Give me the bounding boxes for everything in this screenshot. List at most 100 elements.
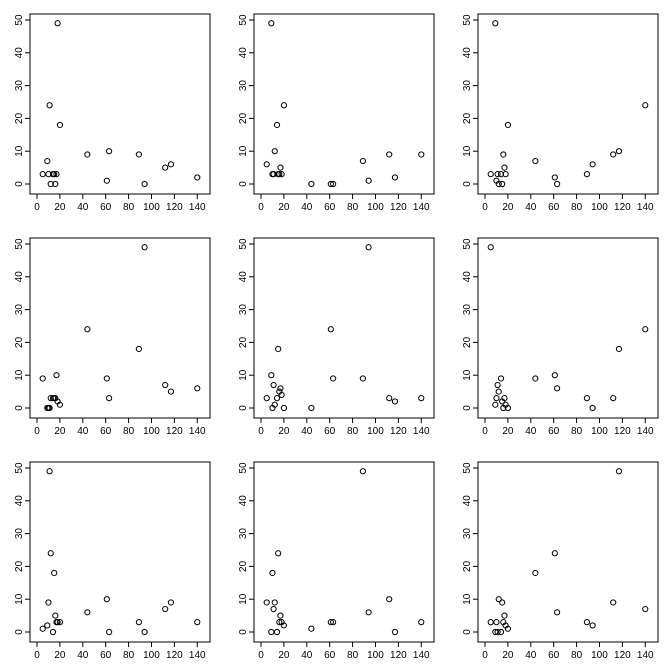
x-tick-label: 0 xyxy=(258,426,264,437)
data-point xyxy=(54,20,61,27)
data-point xyxy=(194,619,201,626)
data-point xyxy=(135,345,142,353)
data-point xyxy=(268,628,275,636)
x-axis: 0 20 40 60 80 100 120 140 xyxy=(482,194,654,213)
x-tick-label: 80 xyxy=(123,202,135,213)
x-tick-label: 140 xyxy=(637,426,654,437)
y-axis: 0 10 20 30 40 50 xyxy=(462,462,478,635)
x-tick-label: 60 xyxy=(100,202,112,213)
y-tick-label: 20 xyxy=(462,560,473,572)
data-point xyxy=(103,177,110,184)
y-tick-label: 30 xyxy=(462,528,473,540)
y-tick-label: 30 xyxy=(238,304,249,316)
data-point xyxy=(194,174,201,181)
data-points xyxy=(39,20,201,188)
x-tick-label: 0 xyxy=(482,202,488,213)
data-point xyxy=(44,157,51,165)
data-point xyxy=(327,326,334,333)
data-point xyxy=(615,468,623,475)
plot-frame xyxy=(477,461,659,643)
y-tick-label: 40 xyxy=(462,47,473,59)
x-tick-label: 120 xyxy=(614,202,631,213)
y-tick-label: 10 xyxy=(14,145,25,157)
data-point xyxy=(359,375,366,382)
data-point xyxy=(280,102,287,109)
data-point xyxy=(135,151,142,158)
x-tick-label: 100 xyxy=(143,426,160,437)
data-points xyxy=(263,244,425,412)
data-point xyxy=(52,612,59,619)
x-tick-label: 60 xyxy=(548,650,560,661)
data-point xyxy=(615,148,623,155)
data-point xyxy=(167,388,175,395)
x-tick-label: 100 xyxy=(591,650,608,661)
data-point xyxy=(46,468,53,475)
data-point xyxy=(277,385,284,392)
data-point xyxy=(52,180,59,188)
data-point xyxy=(365,609,372,616)
x-tick-label: 0 xyxy=(34,650,40,661)
y-tick-label: 50 xyxy=(462,14,473,26)
x-axis: 0 20 40 60 80 100 120 140 xyxy=(258,418,430,437)
x-tick-label: 100 xyxy=(143,202,160,213)
data-point xyxy=(610,599,617,606)
data-point xyxy=(308,625,315,632)
data-point xyxy=(167,599,175,606)
data-point xyxy=(308,404,315,412)
x-tick-label: 140 xyxy=(189,202,206,213)
data-point xyxy=(330,180,337,188)
data-point xyxy=(39,625,46,632)
data-point xyxy=(487,171,494,178)
data-point xyxy=(492,628,499,636)
y-tick-label: 20 xyxy=(462,336,473,348)
data-point xyxy=(615,345,623,353)
x-tick-label: 100 xyxy=(367,202,384,213)
plot-frame xyxy=(29,461,211,643)
x-tick-label: 40 xyxy=(77,650,89,661)
data-point xyxy=(365,244,372,251)
y-tick-label: 0 xyxy=(462,405,473,411)
data-point xyxy=(194,385,201,392)
data-point xyxy=(487,619,494,626)
x-tick-label: 20 xyxy=(278,650,290,661)
data-point xyxy=(330,619,337,626)
y-tick-label: 0 xyxy=(238,405,249,411)
data-point xyxy=(386,395,393,402)
x-tick-label: 0 xyxy=(34,426,40,437)
data-point xyxy=(271,148,278,155)
y-tick-label: 50 xyxy=(238,238,249,250)
x-axis: 0 20 40 60 80 100 120 140 xyxy=(482,418,654,437)
x-tick-label: 20 xyxy=(502,202,514,213)
x-tick-label: 60 xyxy=(100,650,112,661)
plot-frame xyxy=(477,237,659,419)
plot-frame xyxy=(253,13,435,195)
y-tick-label: 10 xyxy=(462,369,473,381)
x-tick-label: 100 xyxy=(143,650,160,661)
y-tick-label: 30 xyxy=(238,528,249,540)
data-point xyxy=(359,468,366,475)
data-points xyxy=(263,468,425,636)
x-tick-label: 0 xyxy=(258,650,264,661)
y-tick-label: 40 xyxy=(14,271,25,283)
y-axis: 0 10 20 30 40 50 xyxy=(462,14,478,187)
data-point xyxy=(47,395,54,402)
data-point xyxy=(263,599,270,606)
y-tick-label: 0 xyxy=(14,405,25,411)
data-point xyxy=(47,550,54,557)
x-tick-label: 100 xyxy=(591,426,608,437)
data-points xyxy=(487,244,649,412)
y-axis: 0 10 20 30 40 50 xyxy=(462,238,478,411)
data-point xyxy=(277,164,284,171)
data-point xyxy=(84,326,91,333)
x-tick-label: 20 xyxy=(54,202,66,213)
x-tick-label: 60 xyxy=(324,426,336,437)
y-tick-label: 50 xyxy=(238,14,249,26)
data-point xyxy=(53,372,60,379)
x-tick-label: 40 xyxy=(525,426,537,437)
data-point xyxy=(642,326,649,333)
y-tick-label: 20 xyxy=(238,336,249,348)
x-tick-label: 120 xyxy=(166,426,183,437)
data-point xyxy=(49,628,57,636)
data-point xyxy=(46,102,53,109)
